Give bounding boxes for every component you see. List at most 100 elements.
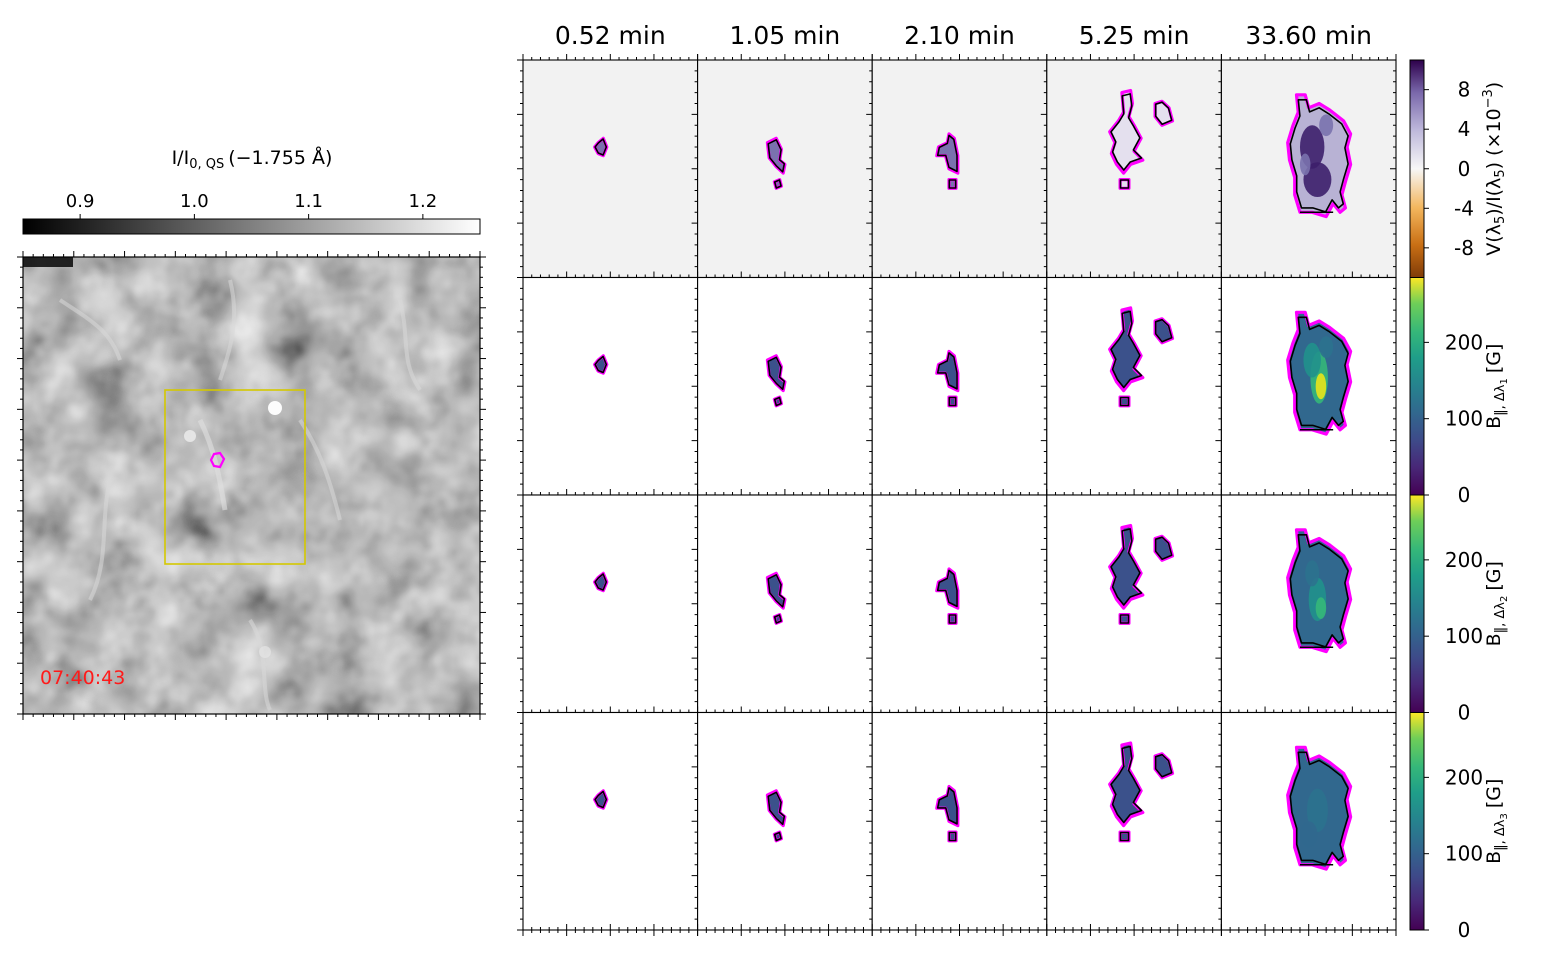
feature-region	[1118, 612, 1131, 625]
panel-r3-c4	[1046, 494, 1222, 714]
colorbar-tick-label: 100	[1445, 407, 1483, 431]
feature-contour	[1154, 318, 1173, 343]
panel-background	[523, 495, 698, 713]
feature-contour	[594, 790, 608, 809]
feature-contour	[767, 139, 786, 173]
feature-contour	[1289, 533, 1349, 648]
panel-r4-c3	[871, 711, 1048, 936]
feature-intensity-patch	[1319, 114, 1334, 137]
feature-contour	[948, 396, 957, 407]
panel-r2-c5	[1220, 276, 1397, 496]
feature-contour	[1110, 528, 1143, 606]
magenta-contour	[209, 451, 226, 469]
panel-background	[872, 277, 1047, 495]
feature-contour	[1119, 396, 1130, 407]
feature-region	[1118, 395, 1131, 408]
feature-contour	[773, 179, 782, 189]
panel-background	[1046, 495, 1222, 713]
column-title: 2.10 min	[904, 21, 1015, 50]
colorbar-tick-label: 100	[1445, 624, 1483, 648]
feature-contour	[1119, 831, 1130, 842]
panel-r2-c3	[871, 276, 1048, 496]
granulation-texture	[23, 257, 480, 714]
feature-region	[1118, 178, 1131, 190]
timestamp: 07:40:43	[40, 667, 125, 689]
colorbar-tick-label: 0	[1458, 157, 1471, 181]
column-title: 0.52 min	[555, 21, 666, 50]
panel-r1-c3	[871, 54, 1048, 279]
colorbar-tick-label: 0	[1458, 483, 1471, 507]
panel-r4-c4	[1046, 711, 1222, 936]
panel-r2-c2	[697, 276, 873, 496]
panel-background	[523, 712, 698, 930]
colorbar-tick-label: -4	[1454, 196, 1474, 220]
panel-r1-c2	[697, 54, 873, 279]
panel-r3-c1	[517, 494, 699, 714]
colorbar-gradient	[1409, 277, 1425, 496]
feature-contour	[936, 352, 958, 390]
panel-grid	[517, 54, 1397, 936]
feature-contour	[1289, 751, 1349, 866]
feature-intensity-patch	[1305, 560, 1320, 587]
feature-contour	[767, 356, 786, 391]
feature-contour	[948, 179, 957, 189]
colorbar-label: B‖, Δλ3[G]	[1483, 779, 1510, 864]
feature-contour	[773, 396, 782, 407]
colorbar-tick-label: 4	[1458, 117, 1471, 141]
panel-r3-c5	[1220, 494, 1397, 714]
colorbar-gradient	[1409, 59, 1425, 278]
panel-r2-c1	[517, 276, 699, 496]
panel-r4-c5	[1220, 711, 1397, 936]
panel-background	[872, 495, 1047, 713]
feature-contour	[767, 573, 786, 608]
panel-background	[872, 60, 1047, 278]
left-axis-ticks	[17, 251, 486, 720]
colorbar-tick-label: -8	[1454, 236, 1474, 260]
feature-intensity-patch	[1299, 153, 1311, 176]
panel-r1-c1	[517, 54, 699, 279]
panel-r4-c1	[517, 711, 699, 936]
feature-intensity-patch	[1303, 342, 1321, 378]
panel-r2-c4	[1046, 276, 1222, 496]
feature-contour	[936, 134, 958, 173]
colorbar-label: B‖, Δλ2[G]	[1483, 561, 1510, 646]
panel-r4-c2	[697, 711, 873, 936]
colorbar-tick-label: 8	[1458, 78, 1471, 102]
panel-background	[523, 277, 698, 495]
left-colorbar: I/I0, QS (−1.755 Å) 0.9 1.0 1.1 1.2	[22, 146, 481, 235]
column-title: 5.25 min	[1079, 21, 1190, 50]
feature-intensity-patch	[1315, 597, 1327, 619]
continuum-image-panel: 07:40:43	[17, 251, 486, 720]
feature-contour	[936, 787, 958, 825]
colorbar-tick-label: 0	[1458, 701, 1471, 725]
feature-contour	[773, 614, 782, 624]
feature-contour	[1119, 179, 1130, 189]
panel-background	[1046, 60, 1222, 278]
feature-contour	[1289, 316, 1349, 431]
panel-r1-c5	[1220, 54, 1397, 279]
left-colorbar-label: I/I0, QS (−1.755 Å)	[172, 146, 333, 172]
feature-contour	[767, 791, 786, 826]
feature-contour	[1154, 101, 1173, 125]
feature-intensity-patch	[1306, 788, 1328, 833]
panel-background	[872, 712, 1047, 930]
column-titles: 0.52 min 1.05 min 2.10 min 5.25 min 33.60 mi…	[555, 21, 1372, 50]
left-colorbar-tick-label: 1.2	[409, 191, 438, 212]
colorbar-tick-label: 100	[1445, 842, 1483, 866]
feature-contour	[948, 831, 957, 842]
feature-intensity-patch	[1315, 373, 1327, 400]
feature-intensity-patch	[1303, 162, 1332, 198]
colorbar-tick-label: 0	[1458, 918, 1471, 942]
feature-contour	[1154, 753, 1173, 778]
feature-contour	[1119, 614, 1130, 624]
colorbar-gradient	[1409, 494, 1425, 713]
panel-background	[523, 60, 698, 278]
colorbar-tick-label: 200	[1445, 765, 1483, 789]
feature-contour	[773, 831, 782, 842]
colorbar-gradient	[1409, 712, 1425, 931]
